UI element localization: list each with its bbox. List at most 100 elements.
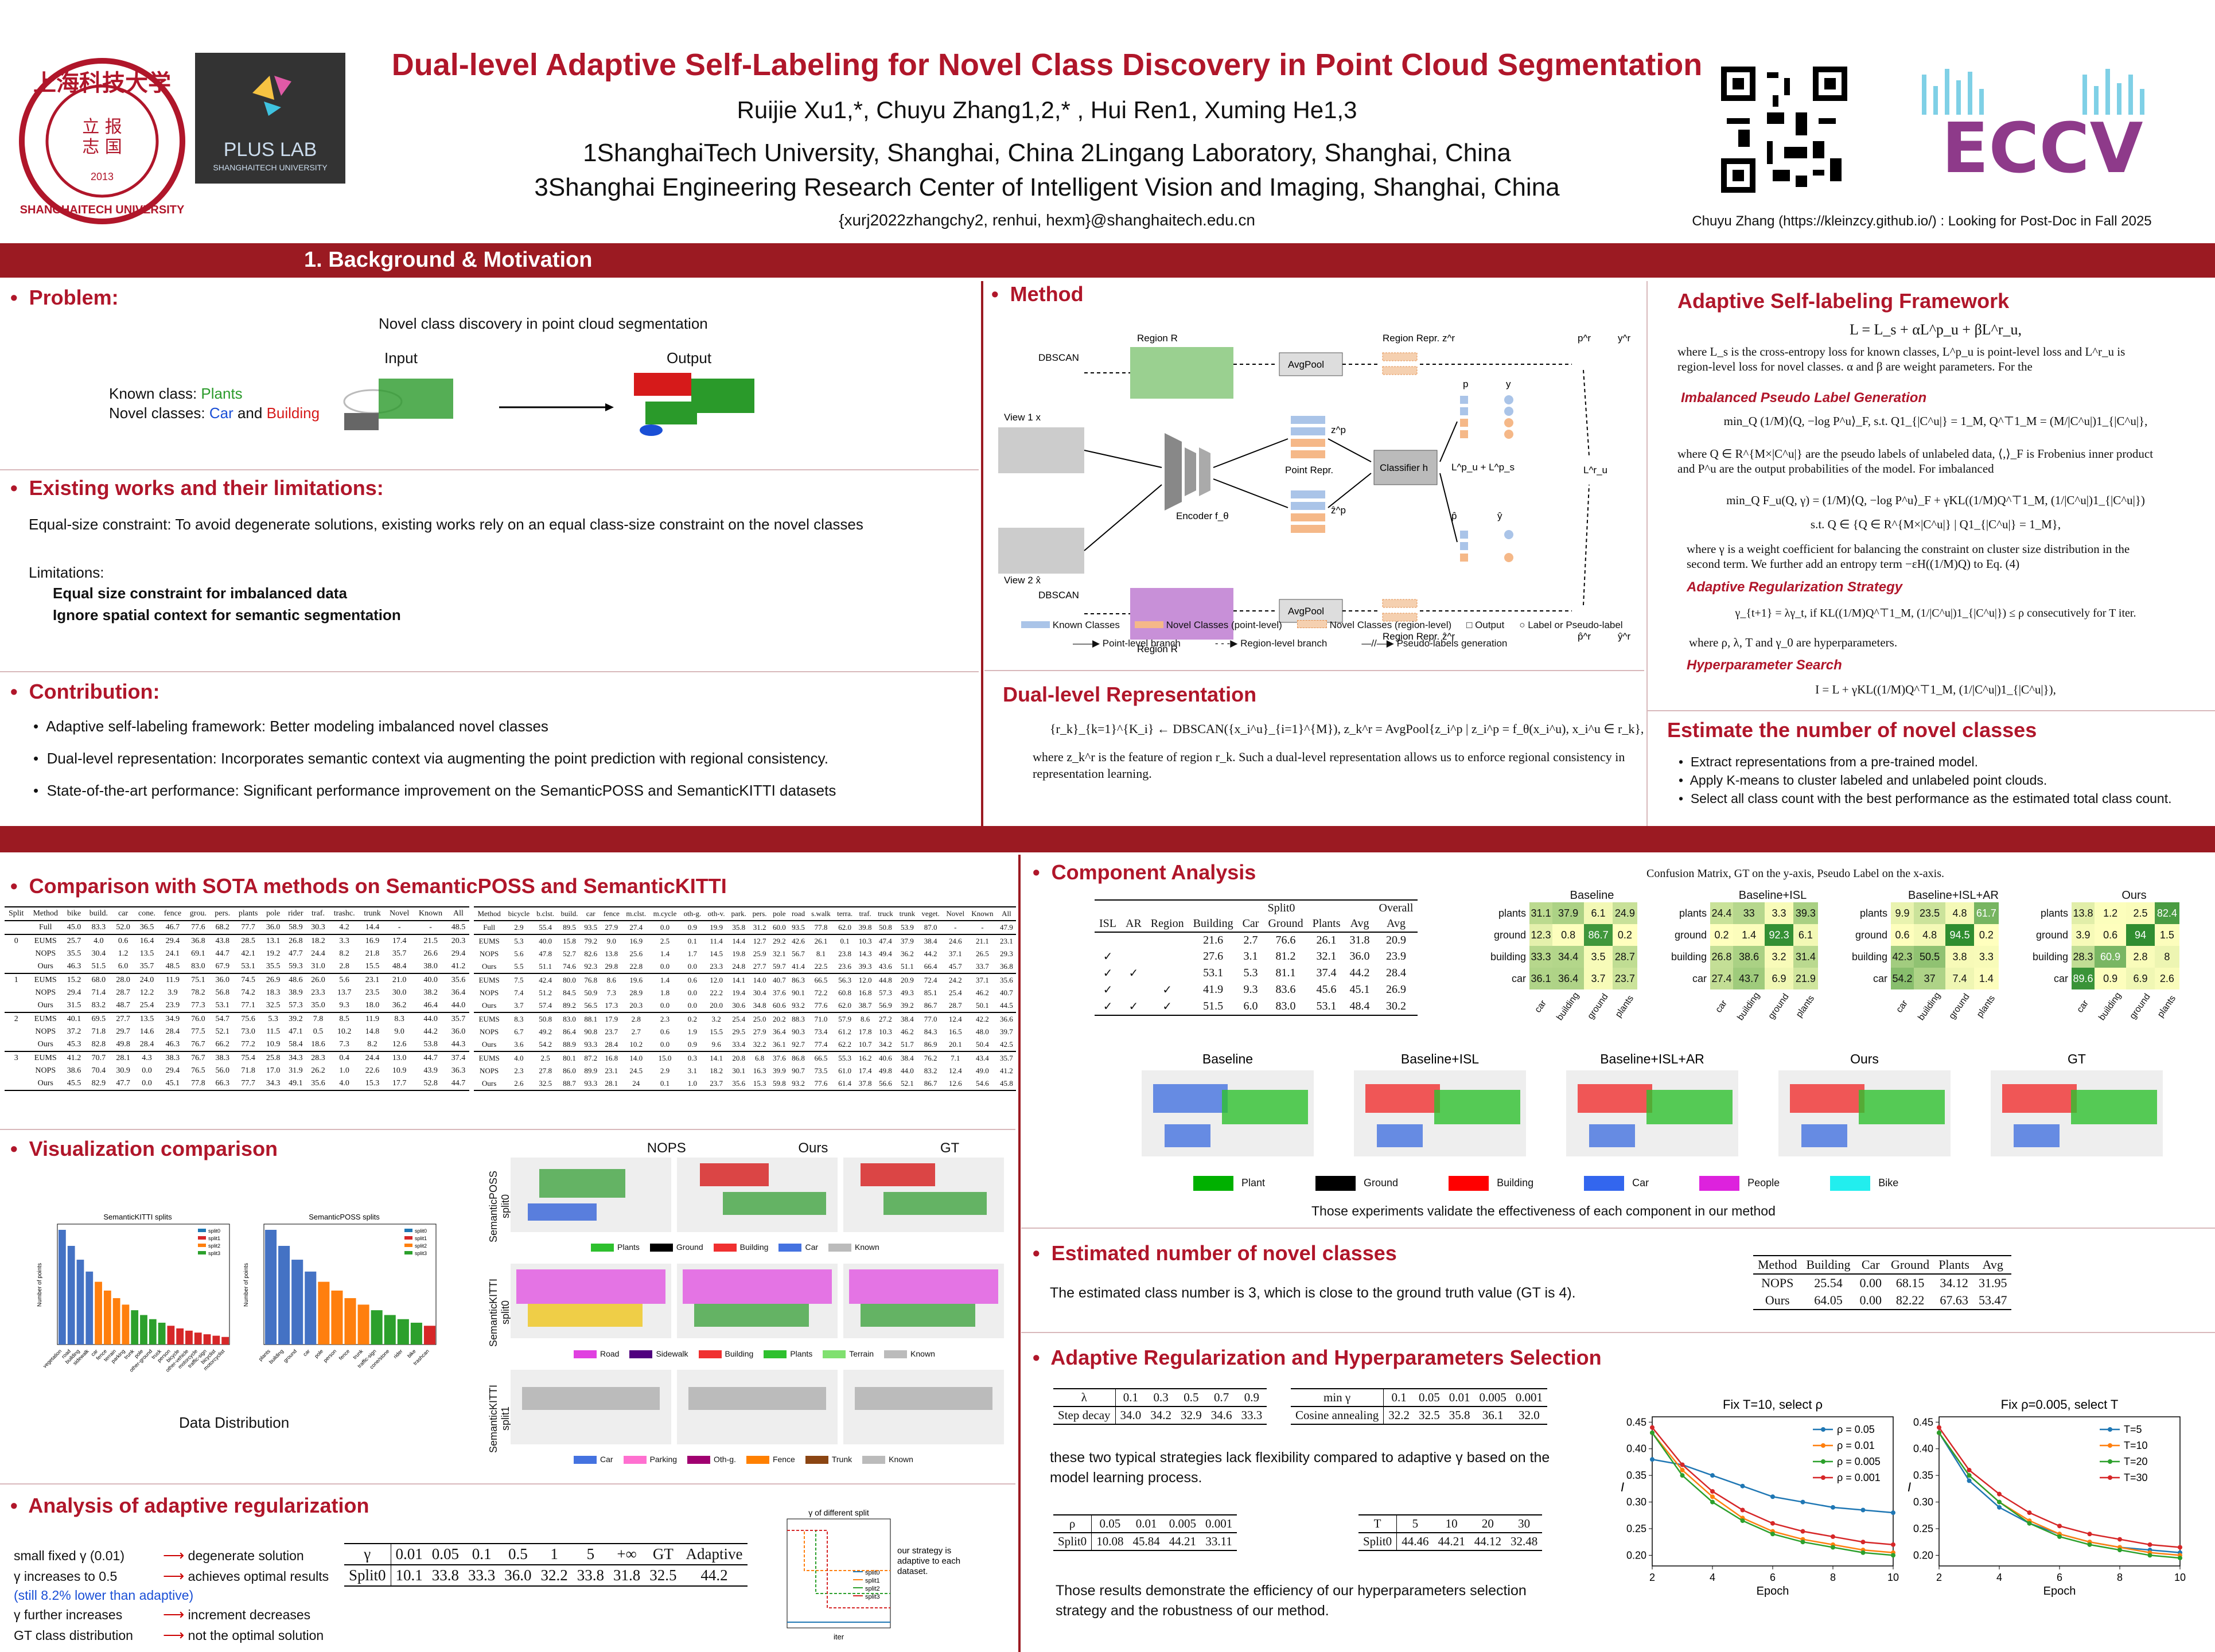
legend-label: split2 (865, 1585, 880, 1592)
cm-cell: 28.7 (1612, 946, 1637, 968)
table-cell: 0.1 (840, 937, 850, 945)
cm-row-label: plants (1679, 907, 1707, 919)
legend-label: Parking (649, 1455, 678, 1464)
viz-col-gt: GT (940, 1140, 960, 1156)
table-cell: 32.48 (1505, 1533, 1543, 1551)
x-tick-label: 8 (2117, 1572, 2123, 1583)
min-gamma-table: min γ 0.1 0.05 0.01 0.005 0.001 Cosine anneali… (1291, 1388, 1547, 1425)
table-cell: 28.1 (116, 1054, 130, 1062)
table-cell (5, 948, 28, 960)
bar (344, 1298, 356, 1345)
column-header: grou. (185, 906, 211, 921)
x-tick-label: 2 (1649, 1572, 1655, 1583)
vis-region (1153, 1084, 1228, 1113)
cm-cell: 37.9 (1552, 902, 1585, 924)
legend-marker (2108, 1443, 2112, 1448)
table-cell: 27.7 (749, 960, 770, 974)
column-header: m.clst. (622, 906, 650, 921)
data-point (1800, 1499, 1805, 1505)
table-cell: 20.0 (704, 999, 729, 1013)
table-cell: 5.6 (514, 949, 524, 958)
x-tick-label: 10 (1887, 1572, 1899, 1583)
table-cell: 35.7 (392, 949, 407, 958)
qr-code[interactable] (1715, 61, 1853, 198)
legend-label: Ground (1364, 1176, 1399, 1189)
legend-swatch (198, 1236, 206, 1240)
table-cell: 83.0 (563, 1015, 576, 1023)
table-cell: 7.5 (514, 976, 524, 984)
table-row: Ours 46.3 51.5 6.0 35.7 48.5 83.0 67.9 53.1 35.5 5… (5, 960, 469, 974)
cm-cell: 2.8 (2126, 946, 2155, 968)
legend-label: ρ = 0.01 (1837, 1440, 1875, 1451)
table-cell: 14.1 (710, 1054, 723, 1062)
table-cell: 2.7 (1243, 934, 1258, 946)
dist-caption: Data Distribution (179, 1414, 290, 1431)
table-cell: NOPS (35, 949, 56, 958)
table-cell: 20.8 (732, 1054, 746, 1062)
data-point (1997, 1491, 2002, 1497)
data-point (2147, 1542, 2152, 1547)
known-class-line: Known class: Plants (109, 385, 243, 402)
table-cell: 85.1 (924, 988, 937, 997)
table-cell: 34.8 (749, 999, 770, 1013)
column-header: rider (284, 906, 307, 921)
table-cell: 74.5 (241, 976, 255, 984)
t-table: T 5 10 20 30 Split0 44.46 44.21 44.12 32.48 (1358, 1514, 1543, 1551)
table-cell: 62.0 (834, 921, 856, 935)
column-header: +∞ (609, 1543, 645, 1565)
table-cell: 10.1 (391, 1565, 427, 1587)
table-cell: 70.7 (91, 1054, 106, 1062)
table-cell: 34.9 (165, 1015, 180, 1023)
table-cell: 1.7 (687, 949, 698, 958)
viz-legend-3: Car Parking Oth-g. Fence Trunk Known (574, 1455, 913, 1464)
analysis-heading: • Analysis of adaptive regularization (10, 1494, 369, 1517)
table-cell: 74.6 (557, 960, 582, 974)
data-point (2178, 1545, 2182, 1550)
legend-marker (1821, 1443, 1825, 1448)
table-cell (5, 960, 28, 974)
legend-label: Ground (676, 1242, 703, 1252)
cm-cell: 43.7 (1733, 968, 1765, 989)
table-cell: 36.1 (769, 1038, 789, 1052)
table-cell: 18.6 (307, 1038, 329, 1052)
table-cell: 21.8 (365, 949, 380, 958)
table-cell: 11.9 (165, 976, 180, 984)
table-cell: 32.5 (1414, 1406, 1445, 1425)
table-row: NOPS 2.3 27.8 86.0 89.9 23.1 24.5 2.9 3.1 18.2 30.… (474, 1065, 1016, 1077)
table-cell: 16.8 (858, 988, 872, 997)
table-cell: 89.9 (584, 1066, 598, 1075)
table-row: Cosine annealing 32.2 32.5 35.8 36.1 32.0 (1291, 1406, 1547, 1425)
table-cell: 66.5 (814, 976, 828, 984)
table-cell: 44.7 (215, 949, 229, 958)
bar (265, 1230, 277, 1345)
table-cell: 43.4 (975, 1054, 989, 1062)
table-cell: 26.1 (1316, 934, 1337, 946)
table-cell: 48.0 (975, 1027, 989, 1036)
cm-cell: 27.4 (1710, 968, 1733, 989)
legend-marker (1821, 1427, 1825, 1432)
column-header: fence (600, 906, 623, 921)
tick-label: ground (282, 1348, 298, 1363)
table-cell: 24.1 (165, 949, 180, 958)
chart-title: SemanticPOSS splits (309, 1213, 380, 1221)
column-header: T (1358, 1514, 1397, 1533)
analysis-line-3: γ further increases ⟶ increment decreases (14, 1606, 311, 1623)
cm-cell: 34.4 (1552, 946, 1585, 968)
table-cell: 52.7 (563, 949, 576, 958)
data-point (1860, 1550, 1866, 1555)
table-cell: 10.7 (855, 1038, 875, 1052)
table-cell: 76.5 (191, 1066, 205, 1075)
table-row: NOPS 38.6 70.4 30.9 0.0 29.4 76.5 56.0 71.8 17.0 3… (5, 1065, 469, 1077)
table-cell: 22.8 (622, 960, 650, 974)
data-point (1740, 1518, 1745, 1524)
cm-cell: 7.4 (1945, 968, 1974, 989)
bar (318, 1281, 330, 1345)
table-cell: 3.9 (168, 988, 178, 997)
cm-cell: 2.5 (2126, 902, 2155, 924)
cm-cell: 3.3 (1973, 946, 1999, 968)
column-header: Novel (943, 906, 968, 921)
cm-cell: 0.6 (1891, 924, 1914, 946)
table-cell: 50.8 (874, 921, 897, 935)
cm-row-label: ground (1855, 929, 1887, 941)
table-cell: 23.1 (605, 1066, 618, 1075)
